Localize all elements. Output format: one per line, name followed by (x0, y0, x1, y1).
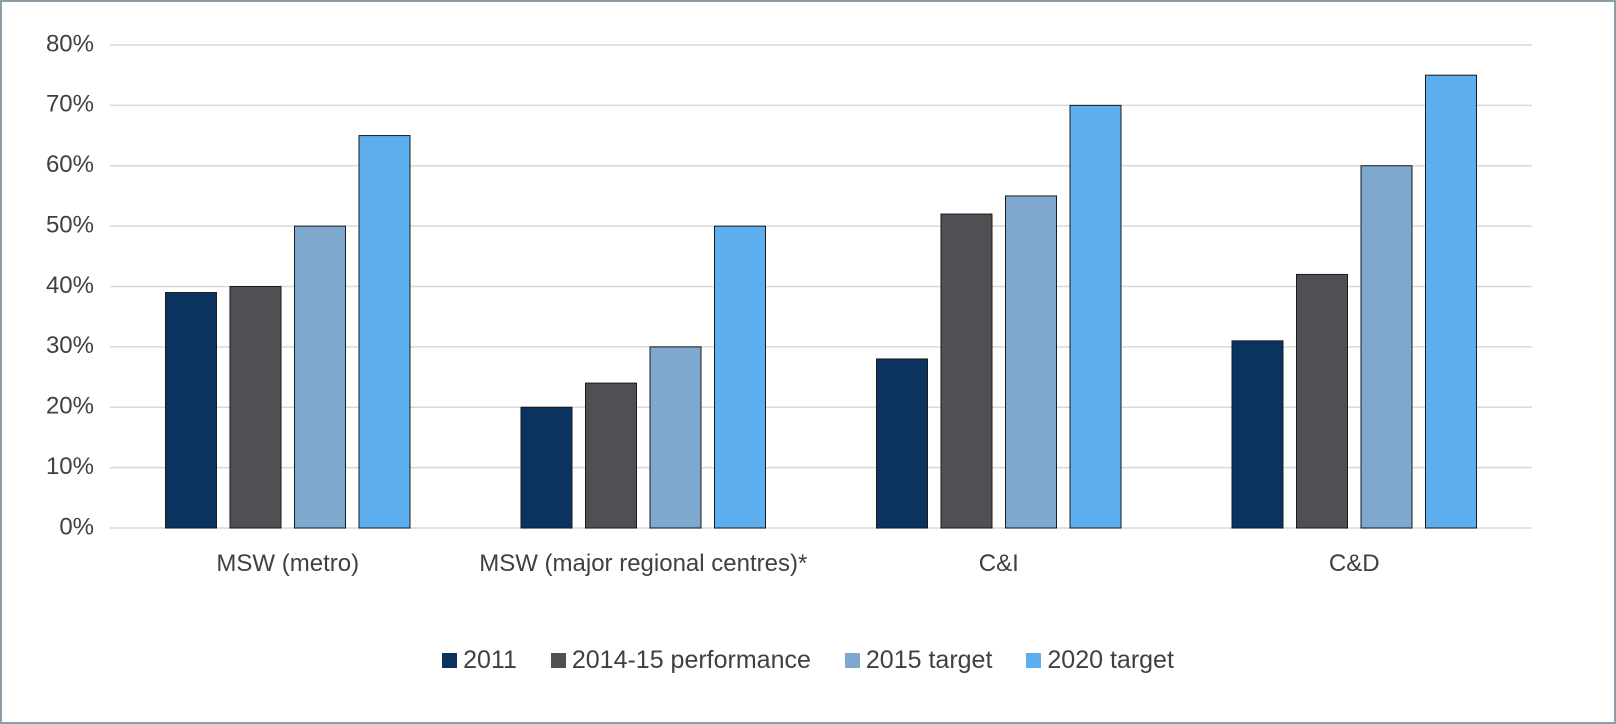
legend-swatch (442, 653, 458, 668)
x-tick-label: MSW (major regional centres)* (479, 550, 808, 577)
y-tick-label: 40% (46, 272, 94, 299)
bar (229, 286, 282, 529)
y-tick-label: 60% (46, 151, 94, 178)
legend-swatch (844, 653, 860, 668)
bar (940, 213, 993, 529)
y-tick-label: 70% (46, 91, 94, 118)
bar (649, 346, 702, 529)
bar (520, 406, 573, 529)
x-tick-label: C&I (978, 550, 1019, 577)
legend-swatch (550, 653, 566, 668)
bar (1005, 195, 1057, 529)
legend-item: 2020 target (1026, 646, 1174, 675)
bar (1296, 273, 1348, 529)
bar (1069, 104, 1122, 529)
y-tick-label: 0% (59, 513, 94, 540)
bar (585, 382, 637, 529)
legend-item: 2014-15 performance (550, 646, 811, 675)
legend-item: 2015 target (844, 646, 993, 675)
legend-item: 2011 (442, 646, 517, 675)
legend-label: 2011 (463, 646, 517, 674)
bar (1231, 340, 1284, 529)
legend: 2011 2014-15 performance 2015 target 2020 t… (2, 646, 1614, 675)
x-tick-label: C&D (1328, 550, 1380, 577)
bar (1425, 74, 1477, 529)
y-tick-label: 50% (46, 211, 94, 238)
bar (714, 225, 766, 529)
legend-label: 2014-15 performance (571, 646, 811, 674)
legend-swatch (1026, 653, 1042, 668)
y-tick-label: 30% (46, 332, 94, 359)
bar (294, 225, 346, 529)
bar (1360, 165, 1413, 529)
bar (165, 292, 217, 529)
x-tick-label: MSW (metro) (216, 550, 360, 577)
y-tick-label: 10% (46, 453, 94, 480)
legend-label: 2015 target (865, 646, 993, 674)
legend-label: 2020 target (1047, 646, 1174, 674)
bar (876, 358, 928, 529)
bar (358, 135, 411, 529)
y-tick-label: 80% (46, 30, 94, 57)
y-tick-label: 20% (46, 393, 94, 420)
